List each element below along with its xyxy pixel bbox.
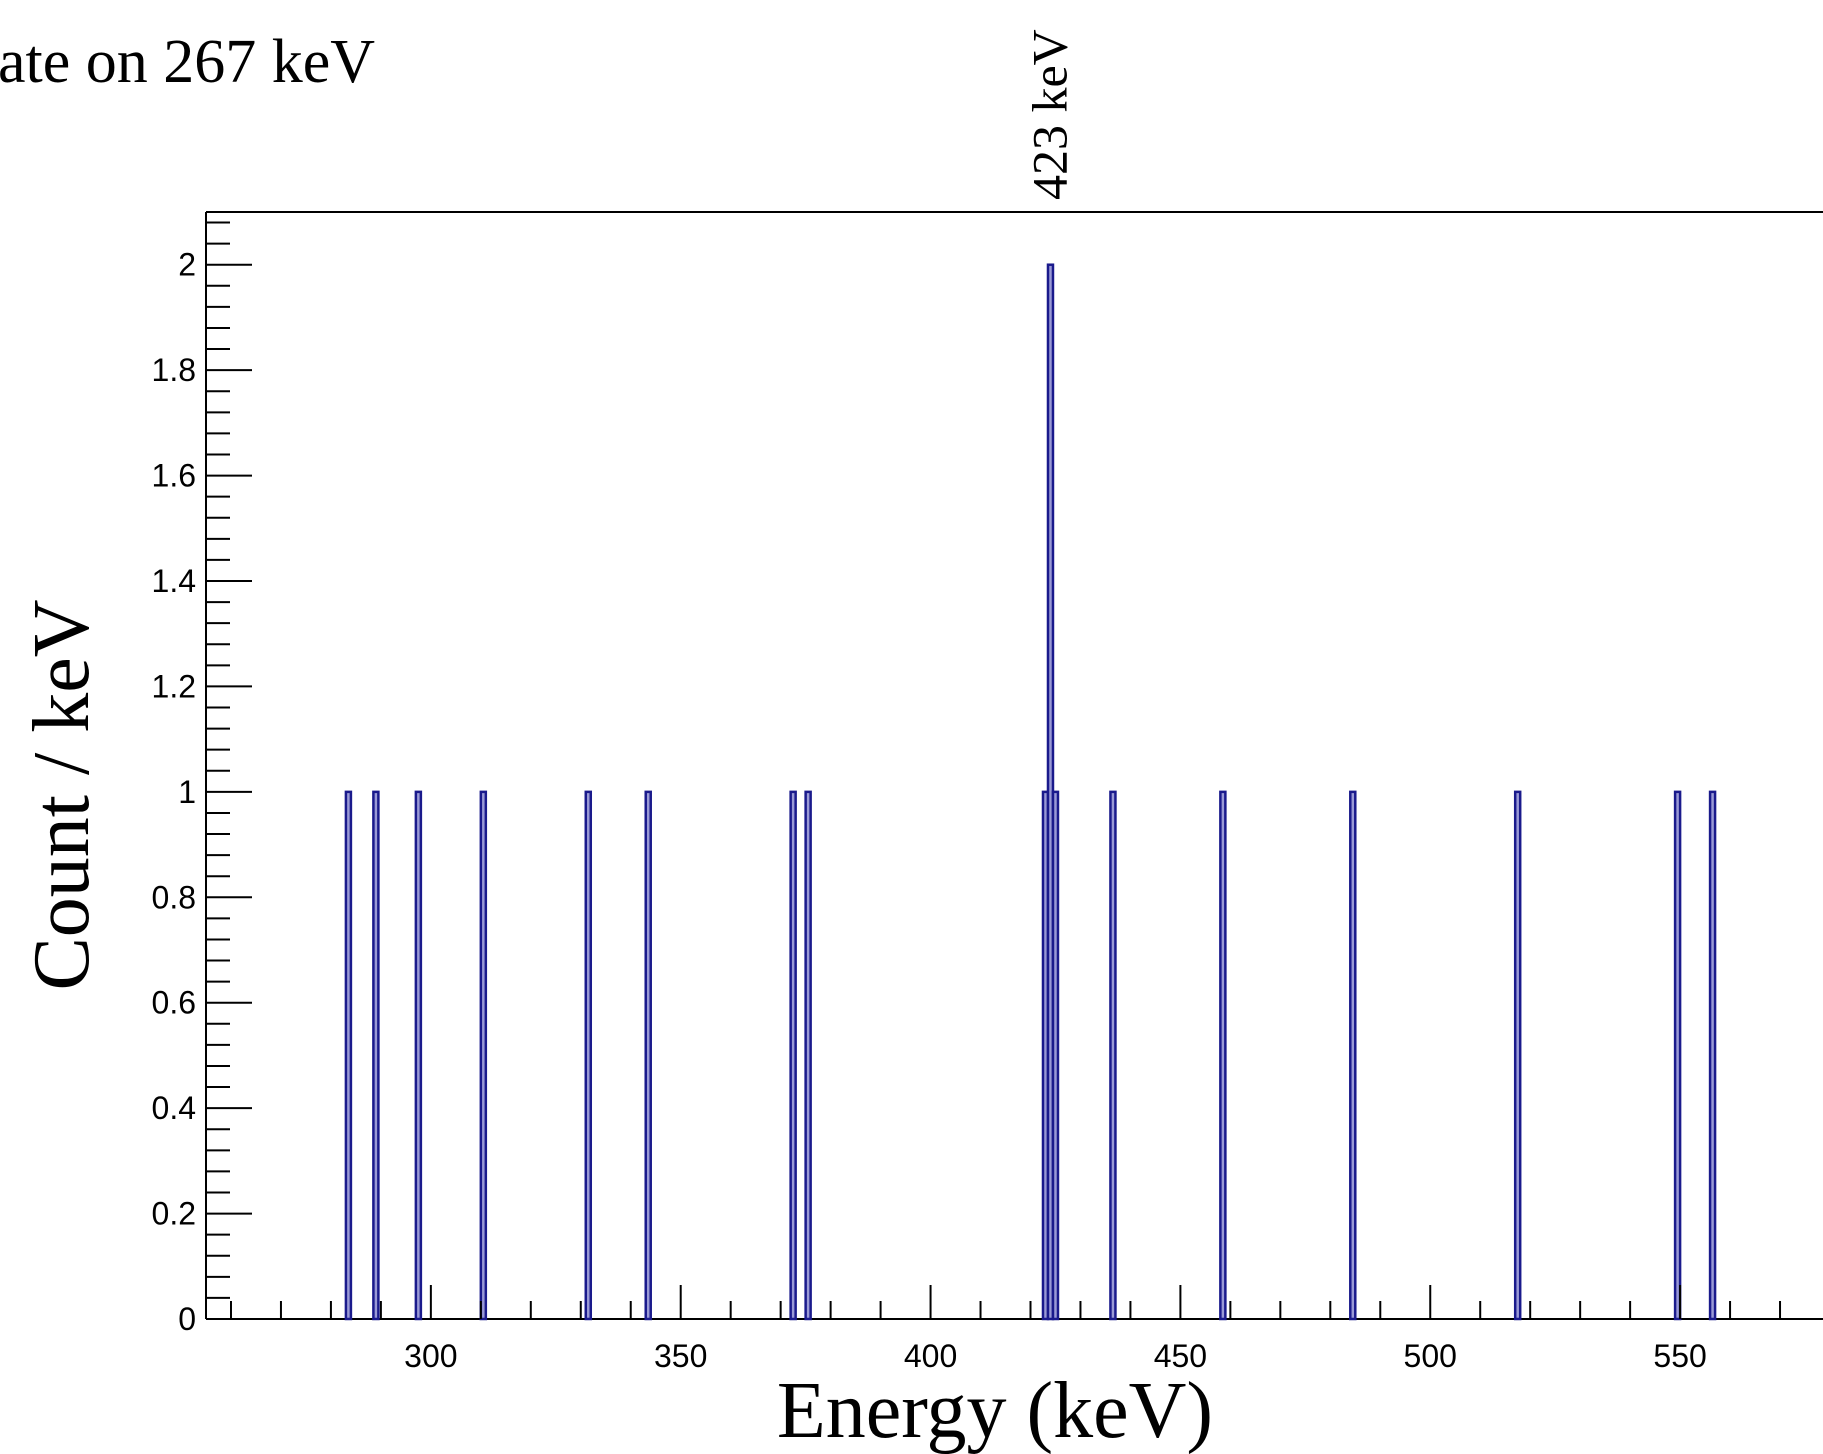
plot-frame xyxy=(205,211,1823,1320)
histogram-bin-16 xyxy=(1708,790,1717,1321)
histogram-bin-0 xyxy=(344,790,353,1321)
x-axis-label: Energy (keV) xyxy=(777,1367,1213,1454)
x-tick-label: 500 xyxy=(1404,1338,1457,1374)
x-tick-label: 350 xyxy=(654,1338,707,1374)
y-tick-label: 2 xyxy=(178,247,196,283)
x-tick-label: 400 xyxy=(904,1338,957,1374)
x-tick-label: 450 xyxy=(1154,1338,1207,1374)
y-tick-label: 1.8 xyxy=(152,352,196,388)
y-tick-label: 1 xyxy=(178,774,196,810)
y-tick-label: 0.4 xyxy=(152,1090,196,1126)
x-tick-label: 550 xyxy=(1653,1338,1706,1374)
histogram-bin-5 xyxy=(644,790,652,1321)
y-axis-label: Count / keV xyxy=(18,599,106,990)
histogram-bin-11 xyxy=(1109,790,1117,1321)
y-tick-label: 0 xyxy=(178,1301,196,1337)
histogram-bin-7 xyxy=(804,790,812,1321)
histogram-bin-3 xyxy=(479,790,488,1321)
histogram-bin-1 xyxy=(372,790,380,1321)
x-tick-label: 300 xyxy=(404,1338,457,1374)
chart-title: ate on 267 keV xyxy=(0,28,375,96)
peak-annotation-label: 423 keV xyxy=(1021,29,1077,200)
histogram-bin-6 xyxy=(789,790,797,1321)
histogram-bin-12 xyxy=(1219,790,1227,1321)
histogram-bin-14 xyxy=(1513,790,1522,1321)
y-tick-label: 1.2 xyxy=(152,668,196,704)
y-axis: 0 0.2 0.4 0.6 0.8 1 1.2 1.4 1.6 1.8 2 xyxy=(152,221,252,1337)
histogram-bins xyxy=(344,263,1717,1321)
histogram-bin-2 xyxy=(414,790,423,1321)
y-tick-label: 1.4 xyxy=(152,563,196,599)
histogram-bin-13 xyxy=(1349,790,1357,1321)
y-tick-label: 1.6 xyxy=(152,458,196,494)
histogram-bin-4 xyxy=(584,790,593,1321)
peak-annotations: 423 keV xyxy=(1021,29,1077,200)
histogram-bin-10 xyxy=(1051,790,1060,1321)
y-tick-label: 0.6 xyxy=(152,985,196,1021)
histogram-bin-15 xyxy=(1673,790,1682,1321)
x-axis: 300 350 400 450 500 550 xyxy=(229,1285,1782,1374)
y-tick-label: 0.8 xyxy=(152,879,196,915)
y-tick-label: 0.2 xyxy=(152,1196,196,1232)
